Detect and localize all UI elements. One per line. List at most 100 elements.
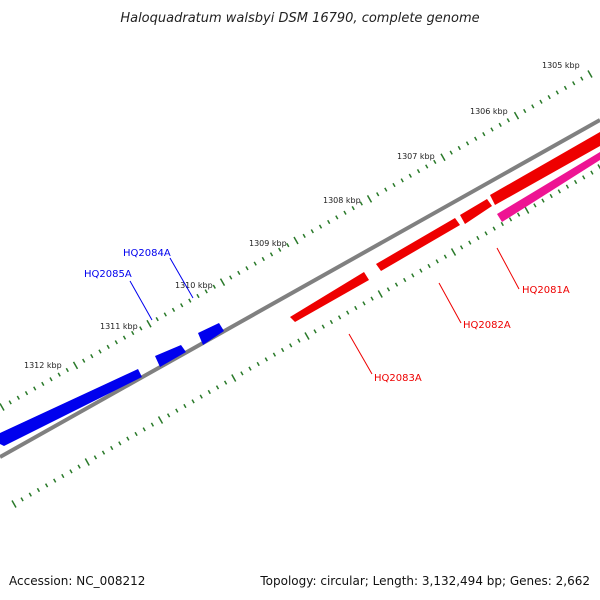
outer-tick	[440, 153, 446, 162]
outer-tick	[212, 284, 216, 289]
outer-tick	[408, 173, 412, 178]
outer-tick	[384, 187, 388, 192]
inner-tick	[492, 226, 496, 231]
scale-label-1309: 1309 kbp	[249, 239, 287, 248]
inner-tick	[199, 394, 203, 399]
forward-strand-genes	[290, 132, 600, 322]
scale-label-1312: 1312 kbp	[24, 361, 62, 370]
outer-tick	[163, 312, 167, 317]
inner-tick	[484, 231, 488, 236]
inner-tick	[386, 287, 391, 292]
inner-tick	[166, 413, 171, 418]
gene-arrow-red-large[interactable]	[490, 132, 600, 205]
outer-tick	[555, 90, 559, 95]
inner-tick	[394, 282, 399, 287]
outer-scale-ticks	[0, 70, 593, 411]
inner-tick	[427, 263, 431, 269]
leader-hq2085a	[129, 280, 153, 321]
inner-tick	[84, 458, 90, 466]
inner-tick	[175, 408, 179, 413]
inner-tick	[321, 324, 325, 329]
outer-tick	[433, 159, 437, 164]
inner-tick	[419, 268, 423, 273]
inner-tick	[459, 245, 464, 250]
gene-arrow-hq2085a[interactable]	[155, 345, 186, 367]
gene-label-hq2082a[interactable]: HQ2082A	[463, 320, 511, 331]
outer-tick	[122, 335, 127, 340]
outer-tick	[98, 349, 102, 354]
gene-label-hq2085a[interactable]: HQ2085A	[84, 269, 132, 280]
inner-tick	[289, 343, 293, 348]
outer-tick	[482, 132, 486, 137]
outer-tick	[237, 270, 241, 275]
inner-tick	[443, 254, 448, 259]
outer-tick	[457, 145, 461, 151]
gene-arrow-hq2081a[interactable]	[497, 152, 600, 222]
inner-tick	[11, 500, 17, 508]
inner-tick	[582, 175, 586, 180]
gene-arrow-hq2084a[interactable]	[198, 323, 224, 345]
inner-tick	[549, 193, 553, 199]
gene-arrow-hq2083a[interactable]	[290, 272, 369, 322]
outer-tick	[376, 192, 380, 197]
inner-tick	[313, 329, 317, 334]
outer-tick	[587, 70, 593, 78]
outer-tick	[286, 243, 290, 248]
outer-tick	[366, 195, 373, 203]
inner-tick	[150, 422, 155, 427]
outer-tick	[65, 367, 69, 373]
map-title: Haloquadratum walsbyi DSM 16790, complet…	[120, 11, 479, 26]
gene-arrow-blue-long[interactable]	[0, 369, 142, 446]
outer-tick	[580, 76, 584, 81]
inner-tick	[183, 403, 187, 409]
outer-tick	[465, 141, 470, 146]
outer-tick	[449, 150, 453, 155]
outer-tick	[24, 391, 29, 396]
outer-tick	[171, 307, 176, 312]
gene-arrow-red-small[interactable]	[460, 199, 492, 224]
gene-label-hq2081a[interactable]: HQ2081A	[522, 285, 570, 296]
outer-tick	[400, 178, 404, 183]
inner-tick	[36, 487, 41, 493]
outer-tick	[425, 164, 429, 169]
inner-tick	[223, 380, 228, 385]
inner-tick	[468, 240, 472, 245]
outer-tick	[572, 81, 576, 86]
outer-tick	[245, 266, 249, 271]
inner-tick	[500, 221, 504, 227]
outer-tick	[41, 381, 45, 386]
outer-tick	[531, 104, 535, 109]
outer-tick	[196, 293, 200, 299]
gene-label-leaders	[129, 247, 520, 375]
inner-tick	[565, 184, 570, 189]
topology-summary-text: Topology: circular; Length: 3,132,494 bp…	[260, 574, 590, 588]
inner-tick	[264, 357, 268, 362]
outer-tick	[523, 108, 527, 114]
outer-tick	[188, 298, 192, 303]
scale-label-1305: 1305 kbp	[542, 61, 580, 70]
inner-tick	[28, 492, 32, 497]
inner-tick	[435, 259, 439, 264]
scale-label-1310: 1310 kbp	[175, 281, 213, 290]
outer-tick	[90, 354, 94, 359]
inner-tick	[450, 248, 457, 256]
outer-tick	[474, 136, 478, 141]
inner-tick	[533, 203, 537, 208]
inner-tick	[590, 170, 594, 175]
inner-tick	[126, 436, 130, 441]
inner-tick	[516, 212, 521, 217]
leader-hq2081a	[496, 247, 520, 290]
gene-arrow-hq2082a[interactable]	[376, 218, 460, 271]
inner-tick	[248, 366, 252, 371]
outer-tick	[57, 372, 61, 377]
inner-tick	[597, 164, 600, 170]
gene-label-hq2083a[interactable]: HQ2083A	[374, 373, 422, 384]
gene-label-hq2084a[interactable]: HQ2084A	[123, 248, 171, 259]
inner-tick	[256, 361, 260, 367]
outer-tick	[547, 95, 551, 100]
genome-backbone	[0, 118, 600, 459]
inner-tick	[403, 277, 407, 283]
scale-label-1307: 1307 kbp	[397, 152, 435, 161]
leader-hq2082a	[438, 282, 462, 324]
outer-tick	[229, 275, 233, 280]
